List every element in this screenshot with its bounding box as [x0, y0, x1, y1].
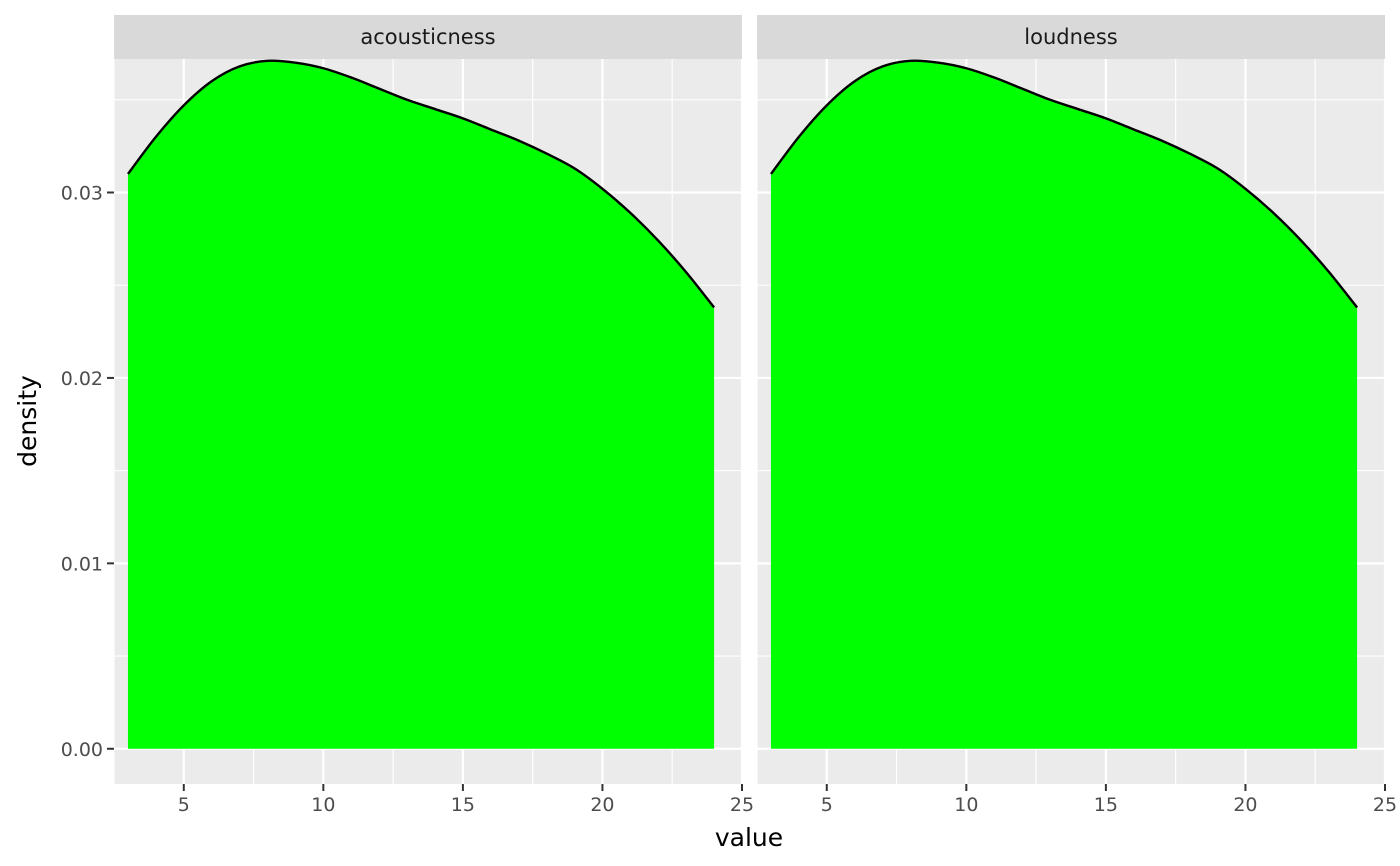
- x-tick-label: 5: [178, 794, 190, 816]
- x-tick-label: 5: [821, 794, 833, 816]
- y-axis: 0.00 0.01 0.02 0.03: [61, 183, 114, 761]
- x-tick-label: 10: [311, 794, 335, 816]
- x-tick-label: 25: [1373, 794, 1397, 816]
- x-tick-label: 15: [451, 794, 475, 816]
- x-tick-label: 10: [954, 794, 978, 816]
- facet-acousticness: acousticness: [113, 15, 744, 784]
- x-axis-title: value: [715, 823, 783, 852]
- x-tick-label: 20: [1233, 794, 1257, 816]
- strip-label-loudness: loudness: [1024, 25, 1117, 49]
- y-axis-title: density: [13, 375, 42, 467]
- density-line-loudness: [770, 59, 1359, 309]
- density-area-acousticness: [127, 60, 715, 749]
- x-tick-label: 15: [1094, 794, 1118, 816]
- x-axis-acousticness: 5 10 15 20 25: [178, 784, 754, 816]
- strip-label-acousticness: acousticness: [360, 25, 495, 49]
- y-tick-label: 0.01: [61, 553, 103, 575]
- density-line-acousticness: [127, 59, 716, 309]
- y-tick-label: 0.02: [61, 368, 103, 390]
- y-tick-label: 0.00: [61, 739, 103, 761]
- y-tick-label: 0.03: [61, 183, 103, 205]
- x-tick-label: 20: [590, 794, 614, 816]
- x-axis-loudness: 5 10 15 20 25: [821, 784, 1397, 816]
- facet-loudness: loudness: [756, 15, 1387, 784]
- strip-background-loudness: [757, 15, 1385, 59]
- strip-background-acousticness: [114, 15, 742, 59]
- x-tick-label: 25: [730, 794, 754, 816]
- density-area-loudness: [770, 60, 1358, 749]
